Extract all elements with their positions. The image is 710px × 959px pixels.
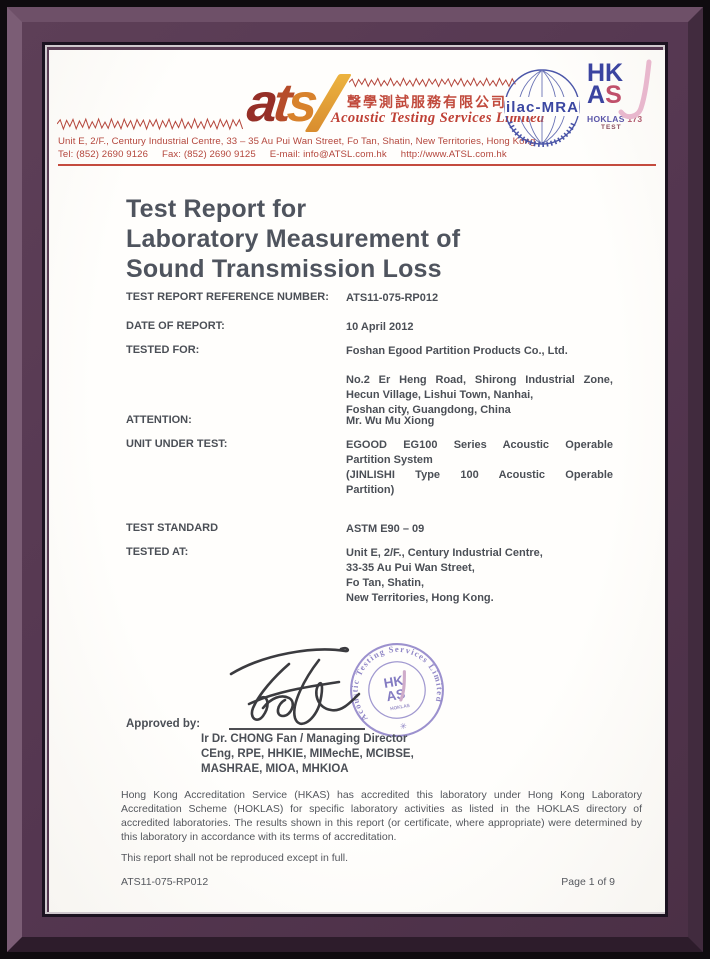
signature bbox=[229, 646, 361, 725]
field-value: ASTM E90 – 09 bbox=[346, 523, 425, 535]
hoklas-number: 173 bbox=[627, 114, 643, 124]
company-name-chinese: 聲學測試服務有限公司 bbox=[347, 95, 507, 111]
contact-email: E-mail: info@ATSL.com.hk bbox=[269, 149, 387, 160]
contact-web: http://www.ATSL.com.hk bbox=[400, 149, 507, 160]
field-row-unit-under-test: UNIT UNDER TEST: EGOOD EG100 Series Acou… bbox=[126, 438, 613, 498]
address-line: No.2 Er Heng Road, Shirong Industrial Zo… bbox=[346, 374, 613, 386]
stamp-center-hk: HK bbox=[382, 673, 404, 691]
contact-fax: Fax: (852) 2690 9125 bbox=[162, 149, 256, 160]
field-value: No.2 Er Heng Road, Shirong Industrial Zo… bbox=[346, 373, 613, 418]
hkas-logo: HK AS HOKLAS 173 TEST bbox=[587, 59, 655, 131]
field-label: TESTED FOR: bbox=[126, 344, 200, 356]
stamp-center-sub: HOKLAS bbox=[390, 703, 410, 711]
hkas-letter-s: S bbox=[605, 81, 622, 109]
hkas-letters-hk: HK bbox=[587, 59, 624, 87]
title-line-3: Sound Transmission Loss bbox=[126, 255, 442, 283]
reproduction-statement: This report shall not be reproduced exce… bbox=[121, 852, 349, 864]
lab-address-line: New Territories, Hong Kong. bbox=[346, 592, 494, 604]
title-line-2: Laboratory Measurement of bbox=[126, 225, 461, 253]
unit-line: Partition System bbox=[346, 454, 433, 466]
field-value: Mr. Wu Mu Xiong bbox=[346, 415, 435, 427]
hkas-ribbon-icon bbox=[618, 59, 652, 120]
lab-address-line: 33-35 Au Pui Wan Street, bbox=[346, 562, 475, 574]
unit-line: (JINLISHI Type 100 Acoustic Operable bbox=[346, 469, 613, 481]
waveform-squiggle-top-icon bbox=[349, 77, 516, 88]
unit-line: EGOOD EG100 Series Acoustic Operable bbox=[346, 439, 613, 451]
hoklas-label: HOKLAS 173 bbox=[587, 114, 643, 124]
stamp-ribbon-icon bbox=[399, 670, 406, 702]
footer-report-number: ATS11-075-RP012 bbox=[121, 876, 209, 888]
waveform-squiggle-left-icon bbox=[57, 117, 244, 131]
lab-address-line: Unit E, 2/F., Century Industrial Centre, bbox=[346, 547, 543, 559]
ilac-mra-logo: ilac-MRA bbox=[504, 69, 580, 148]
frame-groove bbox=[42, 42, 668, 917]
approved-by-label: Approved by: bbox=[126, 718, 201, 730]
hkas-letters-as: AS bbox=[587, 81, 622, 109]
company-stamp: Acoustic Testing Services Limited ✳ HK A… bbox=[342, 636, 449, 737]
field-label: ATTENTION: bbox=[126, 414, 192, 426]
field-value: 10 April 2012 bbox=[346, 321, 414, 333]
footer-page-number: Page 1 of 9 bbox=[561, 876, 615, 888]
field-row-attention: ATTENTION: Mr. Wu Mu Xiong bbox=[126, 414, 613, 429]
field-value: Unit E, 2/F., Century Industrial Centre,… bbox=[346, 546, 613, 606]
contact-tel: Tel: (852) 2690 9126 bbox=[58, 149, 149, 160]
company-contacts: Tel: (852) 2690 9126 Fax: (852) 2690 912… bbox=[58, 149, 507, 160]
atsl-logo: a t s bbox=[245, 68, 352, 133]
ilac-mra-label: ilac-MRA bbox=[506, 99, 578, 116]
field-row-tested-at: TESTED AT: Unit E, 2/F., Century Industr… bbox=[126, 546, 613, 606]
company-name-english: Acoustic Testing Services Limited bbox=[331, 110, 545, 126]
field-value: EGOOD EG100 Series Acoustic Operable Par… bbox=[346, 438, 613, 498]
field-row-tested-for: TESTED FOR: Foshan Egood Partition Produ… bbox=[126, 344, 613, 359]
address-line: Foshan city, Guangdong, China bbox=[346, 404, 511, 416]
signature-line bbox=[229, 728, 365, 730]
signatory-name: Ir Dr. CHONG Fan / Managing Director bbox=[201, 733, 408, 745]
field-label: TESTED AT: bbox=[126, 546, 189, 558]
signatory-block: Ir Dr. CHONG Fan / Managing Director CEn… bbox=[201, 732, 414, 777]
field-row-date: DATE OF REPORT: 10 April 2012 bbox=[126, 320, 613, 335]
company-address: Unit E, 2/F., Century Industrial Centre,… bbox=[58, 136, 539, 147]
field-value: ATS11-075-RP012 bbox=[346, 292, 439, 304]
page-footer: ATS11-075-RP012 Page 1 of 9 bbox=[121, 876, 615, 888]
field-row-client-address: No.2 Er Heng Road, Shirong Industrial Zo… bbox=[126, 373, 613, 418]
signatory-qualifications-2: MASHRAE, MIOA, MHKIOA bbox=[201, 763, 349, 775]
field-label: UNIT UNDER TEST: bbox=[126, 438, 228, 450]
unit-line: Partition) bbox=[346, 484, 395, 496]
stamp-star-icon: ✳ bbox=[399, 721, 408, 732]
hoklas-test-label: TEST bbox=[601, 124, 622, 131]
field-label: TEST STANDARD bbox=[126, 522, 219, 534]
report-title: Test Report for Laboratory Measurement o… bbox=[126, 194, 460, 284]
field-label: DATE OF REPORT: bbox=[126, 320, 225, 332]
address-line: Hecun Village, Lishui Town, Nanhai, bbox=[346, 389, 534, 401]
field-row-reference-number: TEST REPORT REFERENCE NUMBER: ATS11-075-… bbox=[126, 291, 613, 306]
report-page: a t s 聲學測試服務有限公司 Acoustic Testing Servic… bbox=[49, 50, 665, 912]
lab-address-line: Fo Tan, Shatin, bbox=[346, 577, 425, 589]
header-divider bbox=[58, 164, 656, 166]
signatory-qualifications-1: CEng, RPE, HHKIE, MIMechE, MCIBSE, bbox=[201, 748, 414, 760]
accreditation-statement: Hong Kong Accreditation Service (HKAS) h… bbox=[121, 789, 642, 843]
field-row-test-standard: TEST STANDARD ASTM E90 – 09 bbox=[126, 522, 613, 537]
field-label bbox=[126, 373, 346, 418]
title-line-1: Test Report for bbox=[126, 195, 307, 223]
field-label: TEST REPORT REFERENCE NUMBER: bbox=[126, 291, 329, 303]
field-value: Foshan Egood Partition Products Co., Ltd… bbox=[346, 345, 568, 357]
